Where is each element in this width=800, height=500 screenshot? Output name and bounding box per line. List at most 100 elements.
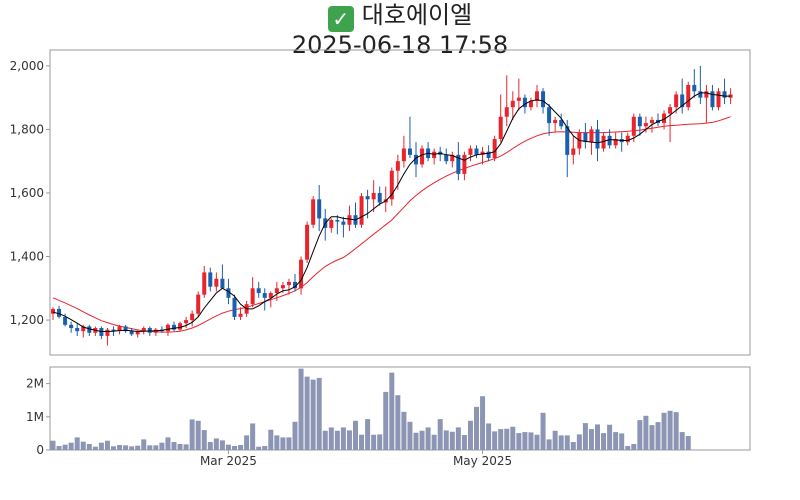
volume-bar xyxy=(540,412,546,450)
chart-title: ✓ 대호에이엘 xyxy=(0,0,800,32)
volume-bar xyxy=(153,445,159,450)
candle xyxy=(420,145,425,168)
candle-body xyxy=(716,91,721,108)
candle-body xyxy=(365,196,370,200)
candle-body xyxy=(710,91,715,108)
volume-bar xyxy=(80,441,86,450)
candle xyxy=(553,116,558,133)
volume-bar xyxy=(98,442,104,450)
candle xyxy=(680,78,685,114)
volume-bar xyxy=(437,419,443,450)
candle-body xyxy=(389,170,394,200)
candle xyxy=(214,272,219,292)
candle-body xyxy=(341,221,346,225)
volume-tick-label: 0 xyxy=(36,443,44,457)
candle xyxy=(662,110,667,130)
volume-bar xyxy=(298,368,304,450)
candle xyxy=(329,218,334,233)
chart-title-block: ✓ 대호에이엘 2025-06-18 17:58 xyxy=(0,0,800,60)
volume-bar xyxy=(207,442,213,450)
candle-body xyxy=(450,154,455,162)
candle xyxy=(619,132,624,152)
candle xyxy=(75,323,80,336)
candle-body xyxy=(129,331,134,335)
candle xyxy=(305,221,310,263)
volume-bar xyxy=(552,430,558,450)
long-ma-line xyxy=(52,116,731,333)
price-panel: 1,200 1,400 1,600 1,800 2,000 xyxy=(10,49,751,356)
candle xyxy=(93,326,98,336)
candle xyxy=(698,65,703,105)
volume-bar xyxy=(407,421,413,450)
candle-body xyxy=(510,100,515,108)
candle-body xyxy=(359,196,364,225)
candle xyxy=(323,208,328,241)
candle xyxy=(389,167,394,206)
candle xyxy=(668,104,673,143)
volume-bar xyxy=(625,446,631,450)
candle xyxy=(637,113,642,136)
candle-body xyxy=(335,219,340,222)
candle xyxy=(710,84,715,111)
candle-body xyxy=(420,148,425,165)
candle xyxy=(232,294,237,321)
volume-bar xyxy=(340,427,346,450)
candle-body xyxy=(649,119,654,124)
candle-body xyxy=(462,154,467,174)
volume-bar xyxy=(274,435,280,450)
candle xyxy=(208,267,213,292)
candle-body xyxy=(238,313,243,317)
volume-bar xyxy=(679,432,685,450)
candle-body xyxy=(595,129,600,149)
volume-bar xyxy=(104,440,110,450)
candle-body xyxy=(559,119,564,127)
volume-bar xyxy=(498,429,504,450)
candle-body xyxy=(553,119,558,124)
candle-body xyxy=(299,259,304,289)
volume-bar xyxy=(595,424,600,450)
candle-body xyxy=(414,154,418,165)
volume-bar xyxy=(467,420,473,450)
volume-bar xyxy=(117,445,123,450)
candle-body xyxy=(468,148,473,155)
volume-bar xyxy=(225,444,231,450)
candle xyxy=(178,321,183,332)
candle xyxy=(692,69,697,98)
candle xyxy=(353,202,358,228)
candle-body xyxy=(401,148,406,162)
candle-body xyxy=(516,97,521,101)
candle xyxy=(51,307,55,321)
volume-bar xyxy=(576,434,582,450)
candle xyxy=(480,146,485,165)
volume-bar xyxy=(280,437,286,450)
volume-bar xyxy=(486,423,492,450)
candle xyxy=(69,321,74,333)
volume-bar xyxy=(68,442,74,450)
volume-tick-label: 1M xyxy=(26,410,44,424)
price-tick-label: 1,600 xyxy=(10,186,44,200)
candle-body xyxy=(643,123,648,127)
volume-bar xyxy=(480,396,486,450)
price-tick-label: 1,400 xyxy=(10,250,44,264)
candle-body xyxy=(208,272,213,287)
candle-body xyxy=(190,313,195,321)
volume-bar xyxy=(546,439,552,450)
price-plot-frame xyxy=(49,49,751,356)
volume-bar xyxy=(238,445,244,450)
volume-bar xyxy=(534,434,540,450)
volume-bar xyxy=(649,425,655,450)
volume-bar xyxy=(395,395,401,450)
volume-bar xyxy=(92,446,98,450)
candle-body xyxy=(172,324,176,330)
volume-bar xyxy=(528,432,534,450)
candle-body xyxy=(329,219,334,228)
candle xyxy=(528,97,533,111)
volume-bar xyxy=(413,432,419,450)
volume-bar xyxy=(183,444,189,450)
volume-bar xyxy=(371,434,377,450)
candle xyxy=(516,78,521,111)
candle-body xyxy=(698,91,703,98)
candle-body xyxy=(492,138,497,159)
candle xyxy=(577,129,582,155)
candle xyxy=(468,145,473,162)
